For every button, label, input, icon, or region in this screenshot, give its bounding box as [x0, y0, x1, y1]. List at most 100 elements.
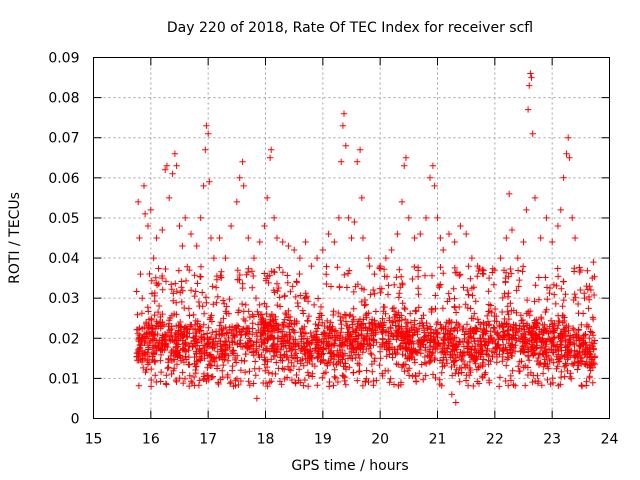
data-point-mark	[409, 332, 416, 339]
data-point-mark	[415, 267, 422, 274]
data-point-mark	[545, 330, 552, 337]
data-point-mark	[560, 326, 567, 333]
data-point-mark	[517, 312, 525, 319]
data-point-mark	[522, 362, 529, 370]
data-point-mark	[367, 291, 374, 298]
data-point-mark	[250, 348, 257, 355]
data-point-mark	[320, 370, 328, 377]
data-point-mark	[368, 351, 375, 358]
data-point-mark	[471, 338, 478, 345]
data-point-mark	[226, 324, 233, 331]
data-point-mark	[363, 367, 370, 374]
data-point-mark	[321, 322, 328, 330]
data-point-mark	[579, 341, 587, 348]
data-point-mark	[412, 372, 419, 379]
data-point-mark	[560, 296, 567, 304]
data-point-mark	[286, 339, 293, 346]
data-point-mark	[386, 317, 393, 324]
data-point-mark	[531, 194, 539, 202]
data-point-mark	[365, 309, 372, 317]
data-point-mark	[398, 328, 405, 335]
data-point-mark	[359, 382, 367, 389]
data-point-mark	[471, 310, 478, 317]
data-point-mark	[218, 332, 225, 339]
data-point-mark	[182, 323, 189, 330]
data-point-mark	[219, 367, 226, 374]
data-point-mark	[361, 335, 368, 342]
data-point-mark	[312, 320, 319, 328]
data-point-mark	[133, 353, 140, 360]
data-point-mark	[305, 383, 312, 390]
data-point-mark	[154, 308, 162, 316]
data-point-mark	[207, 234, 215, 242]
data-point-mark	[135, 350, 143, 357]
data-point-mark	[527, 369, 535, 376]
data-point-mark	[586, 374, 593, 381]
data-point-mark	[222, 308, 229, 315]
data-point-mark	[586, 334, 593, 342]
data-point-mark	[401, 305, 409, 313]
data-point-mark	[327, 319, 334, 326]
data-point-mark	[302, 294, 309, 301]
data-point-mark	[491, 312, 498, 320]
data-point-mark	[479, 266, 486, 273]
data-point-mark	[162, 278, 170, 285]
data-point-mark	[261, 300, 268, 307]
data-point-mark	[207, 333, 215, 341]
data-point-mark	[452, 334, 460, 341]
data-point-mark	[457, 222, 464, 230]
data-point-mark	[330, 382, 337, 389]
data-point-mark	[281, 375, 288, 383]
data-point-mark	[331, 366, 338, 373]
data-point-mark	[304, 369, 312, 376]
data-point-mark	[274, 345, 281, 352]
data-point-mark	[430, 344, 437, 351]
data-point-mark	[542, 338, 549, 345]
data-point-mark	[371, 355, 379, 362]
data-point-mark	[434, 340, 442, 347]
data-point-mark	[315, 349, 323, 357]
data-point-mark	[379, 372, 386, 380]
data-point-mark	[578, 321, 585, 329]
data-point-mark	[295, 377, 302, 384]
data-point-mark	[404, 319, 412, 326]
data-point-mark	[448, 363, 455, 371]
data-point-mark	[245, 378, 252, 385]
data-point-mark	[472, 360, 479, 367]
data-point-mark	[500, 267, 508, 274]
data-point-mark	[166, 326, 174, 334]
data-point-mark	[473, 328, 480, 335]
data-point-mark	[348, 318, 356, 325]
data-point-mark	[428, 272, 436, 279]
data-point-mark	[367, 350, 374, 357]
data-point-mark	[134, 311, 141, 318]
data-point-mark	[449, 351, 456, 358]
data-point-mark	[350, 369, 357, 376]
data-point-mark	[451, 304, 459, 311]
data-point-mark	[261, 328, 268, 335]
data-point-mark	[266, 154, 274, 161]
data-point-mark	[520, 263, 527, 270]
data-point-mark	[337, 329, 344, 336]
axis-ticks	[93, 57, 610, 419]
data-point-mark	[587, 367, 594, 374]
data-point-mark	[163, 162, 171, 169]
data-point-mark	[268, 333, 275, 341]
data-point-mark	[578, 383, 586, 390]
data-point-mark	[532, 377, 539, 385]
y-axis-label: ROTI / TECUs	[7, 192, 23, 284]
data-point-mark	[231, 333, 239, 341]
data-point-mark	[381, 303, 388, 311]
data-point-mark	[358, 321, 365, 328]
data-point-mark	[260, 379, 267, 387]
data-point-mark	[537, 234, 544, 242]
data-point-mark	[459, 357, 467, 365]
data-point-mark	[155, 265, 162, 272]
data-point-mark	[414, 285, 422, 292]
data-point-mark	[350, 288, 357, 296]
data-point-mark	[177, 318, 184, 326]
data-point-mark	[356, 146, 364, 153]
data-point-mark	[481, 337, 488, 345]
data-point-mark	[466, 358, 474, 366]
y-tick-label: 0.02	[48, 331, 79, 347]
